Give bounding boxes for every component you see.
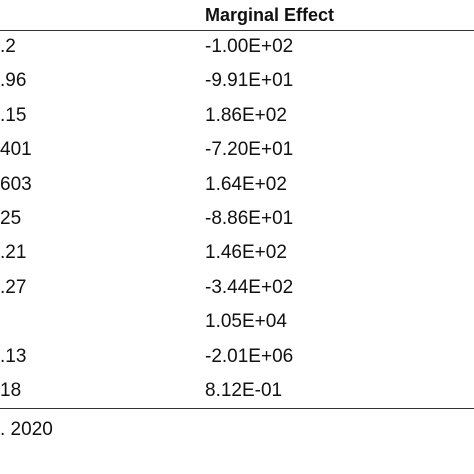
row-label: 25 <box>0 208 22 229</box>
row-label: .21 <box>0 242 27 264</box>
footer-note: . 2020 <box>0 419 53 440</box>
marginal-effect: -3.44E+02 <box>205 276 294 298</box>
marginal-effect: -2.01E+06 <box>205 345 294 367</box>
row-label: .13 <box>0 345 27 367</box>
row-label: 603 <box>0 173 32 195</box>
marginal-effect: 1.64E+02 <box>205 173 287 195</box>
marginal-effect: 8.12E-01 <box>205 380 283 401</box>
marginal-effect: -7.20E+01 <box>205 139 294 161</box>
row-label: .15 <box>0 104 27 126</box>
marginal-effect: -1.00E+02 <box>205 36 294 57</box>
marginal-effect: -9.91E+01 <box>205 70 294 92</box>
row-label: 401 <box>0 139 32 161</box>
row-label: .2 <box>0 36 16 57</box>
marginal-effect: 1.05E+04 <box>205 311 287 333</box>
marginal-effect: 1.86E+02 <box>205 104 287 126</box>
row-label: .96 <box>0 70 27 92</box>
bottom-rule <box>0 408 474 409</box>
header-rule <box>0 30 474 31</box>
column-header: Marginal Effect <box>205 5 335 25</box>
row-label: 18 <box>0 380 22 401</box>
marginal-effect: -8.86E+01 <box>205 208 294 229</box>
row-label: .27 <box>0 276 27 298</box>
marginal-effect: 1.46E+02 <box>205 242 287 264</box>
